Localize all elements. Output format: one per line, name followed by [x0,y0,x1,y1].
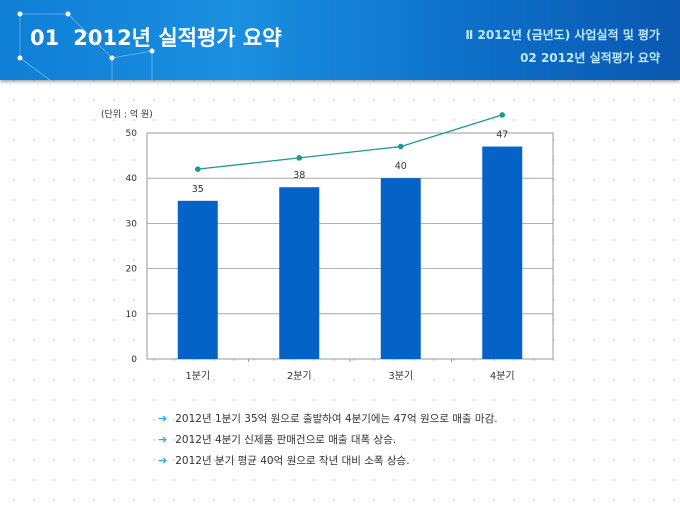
bar [177,200,218,359]
arrow-right-icon: ➔ [158,433,168,446]
unit-label: (단위 : 억 원) [101,110,153,120]
x-tick-label: 1분기 [185,370,210,382]
x-tick-label: 2분기 [287,370,312,382]
x-tick-label: 3분기 [388,370,413,382]
trend-line [197,114,503,170]
sales-chart: 0 10 20 30 40 50 35 38 40 47 1분기 2분기 3분기 4분기 [126,112,554,382]
breadcrumb-page: 02 2012년 실적평가 요약 [520,51,660,65]
bar [482,146,523,359]
data-label: 38 [293,170,305,181]
network-decoration-icon [17,11,155,80]
list-item: ➔ 2012년 4분기 신제품 판매건으로 매출 대폭 상승. [158,429,498,450]
data-label: 47 [496,130,508,141]
section-number: 01 [30,26,60,50]
y-tick-label: 0 [131,355,137,365]
y-tick-label: 40 [126,174,138,184]
list-item: ➔ 2012년 분기 평균 40억 원으로 작년 대비 소폭 상승. [158,450,498,471]
data-label: 35 [192,184,204,195]
x-tick-label: 4분기 [490,370,515,382]
title-text: 2012년 실적평가 요약 [73,26,282,50]
trend-point [499,112,506,118]
header-banner: 01 2012년 실적평가 요약 Ⅱ 2012년 (금년도) 사업실적 및 평가 … [0,0,680,80]
list-item: ➔ 2012년 1분기 35억 원으로 출발하여 4분기에는 47억 원으로 매출… [158,408,498,429]
bar [380,178,421,359]
y-tick-label: 50 [126,129,138,139]
trend-point [296,155,303,161]
arrow-right-icon: ➔ [158,412,168,425]
data-label: 40 [395,161,407,172]
y-tick-label: 30 [126,219,138,229]
y-tick-label: 20 [126,265,138,275]
bullet-text: 2012년 분기 평균 40억 원으로 작년 대비 소폭 상승. [175,455,410,467]
trend-point [397,143,404,150]
arrow-right-icon: ➔ [158,454,168,467]
bar [279,187,320,359]
page-title: 01 2012년 실적평가 요약 [30,22,282,52]
trend-point [194,166,201,172]
bullet-text: 2012년 4분기 신제품 판매건으로 매출 대폭 상승. [175,434,397,446]
bullet-text: 2012년 1분기 35억 원으로 출발하여 4분기에는 47억 원으로 매출 … [175,413,498,425]
breadcrumb-section: Ⅱ 2012년 (금년도) 사업실적 및 평가 [465,28,660,42]
y-tick-label: 10 [126,310,138,320]
summary-list: ➔ 2012년 1분기 35억 원으로 출발하여 4분기에는 47억 원으로 매출… [158,408,498,471]
